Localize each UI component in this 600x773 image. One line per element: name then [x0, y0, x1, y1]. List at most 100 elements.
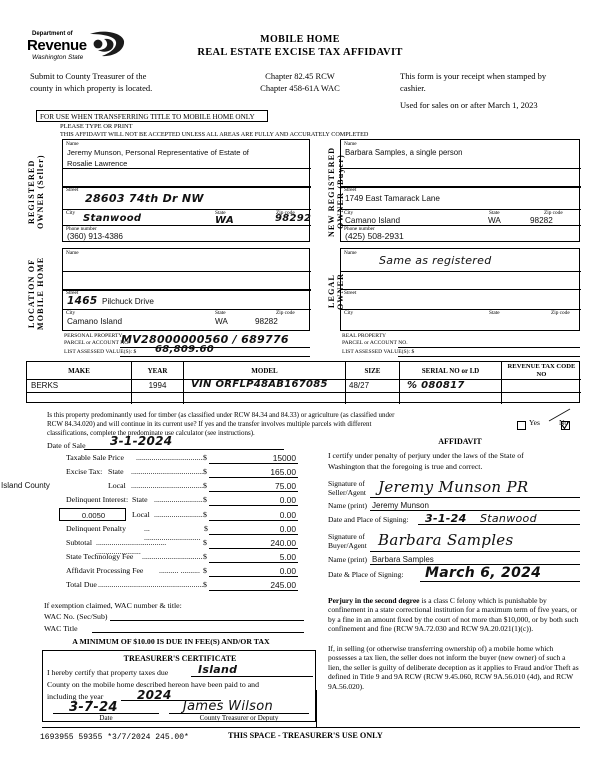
timber-no-checkbox[interactable] — [561, 421, 570, 430]
new-registered-owner-street-label: Street — [344, 187, 357, 193]
legal-owner-name-label: Name — [344, 250, 357, 256]
location-divider-1 — [63, 271, 311, 272]
seller-signature-label-line2: Seller/Agent — [328, 488, 366, 497]
vehicle-col-header-model: MODEL — [251, 367, 278, 375]
seller-date-value: 3-1-24 — [425, 512, 467, 525]
personal-parcel-label: PARCEL or ACCOUNT NO. — [64, 340, 130, 346]
not-accepted-text: THIS AFFIDAVIT WILL NOT BE ACCEPTED UNLE… — [60, 131, 369, 138]
new-registered-owner-divider-2 — [341, 186, 581, 188]
date-of-sale-label: Date of Sale — [47, 441, 86, 450]
location-side-label: LOCATION OF MOBILE HOME — [27, 256, 45, 330]
legal-owner-divider-1 — [341, 271, 581, 272]
tax-row-dollar-6: $ — [204, 524, 208, 533]
new-registered-owner-state-label: State — [489, 210, 500, 216]
treasurers-cert-county-value: Island — [198, 663, 238, 676]
tax-row-dots-4: .............................. — [154, 495, 203, 504]
tax-row-line-1 — [209, 463, 298, 464]
pen-stroke-mark — [548, 408, 571, 422]
tax-row-label-taxable-sale-price: Taxable Sale Price — [66, 453, 124, 462]
seller-print-line — [370, 510, 580, 511]
vehicle-col-header-serial: SERIAL NO or I.D — [421, 367, 480, 375]
registered-owner-side-label: REGISTERED OWNER (Seller) — [27, 154, 45, 230]
tax-row-line-9 — [209, 576, 298, 577]
seller-date-label: Date and Place of Signing: — [328, 515, 409, 524]
tax-row-value-excise-state: 165.00 — [270, 467, 296, 477]
buyer-signature-value: Barbara Samples — [378, 531, 514, 549]
location-street-hand-value: 1465 — [67, 295, 98, 307]
location-street-label: Street — [66, 290, 79, 296]
tax-row-dollar-1: $ — [203, 453, 207, 462]
real-assessed-line — [398, 356, 580, 357]
new-registered-owner-street-value: 1749 East Tamarack Lane — [345, 194, 440, 203]
buyer-date-value: March 6, 2024 — [425, 565, 542, 581]
new-registered-owner-state-value: WA — [488, 216, 501, 225]
tax-row-dollar-10: $ — [203, 580, 207, 589]
vehicle-table-row-divider — [27, 392, 581, 393]
submit-instruction-line1: Submit to County Treasurer of the — [30, 71, 147, 81]
used-for-sales-note: Used for sales on or after March 1, 2023 — [400, 100, 538, 110]
tax-row-dollar-4: $ — [203, 495, 207, 504]
tax-row-label-excise-tax: Excise Tax: — [66, 467, 103, 476]
tax-row-value-affidavit-processing-fee: 0.00 — [279, 566, 296, 576]
exemption-heading: If exemption claimed, WAC number & title… — [44, 601, 182, 610]
vehicle-col-header-size: SIZE — [364, 367, 381, 375]
real-property-label: REAL PROPERTY — [342, 333, 387, 339]
registered-owner-state-label: State — [215, 210, 226, 216]
tax-row-value-state-technology-fee: 5.00 — [279, 552, 296, 562]
registered-owner-street-value: 28603 74th Dr NW — [85, 192, 204, 205]
registered-owner-box: Name Jeremy Munson, Personal Representat… — [62, 139, 311, 242]
seller-print-value: Jeremy Munson — [372, 501, 429, 510]
use-banner-box: FOR USE WHEN TRANSFERRING TITLE TO MOBIL… — [36, 110, 268, 122]
treasurers-cert-year-line — [121, 700, 221, 701]
treasurers-cert-line1: I hereby certify that property taxes due — [47, 668, 169, 677]
location-zip-label: Zip code — [276, 310, 295, 316]
date-of-sale-line — [84, 449, 284, 450]
tax-row-label-total-due: Total Due — [66, 580, 97, 589]
perjury-paragraph-2: If, in selling (or otherwise transferrin… — [328, 644, 579, 691]
registered-owner-divider-2 — [63, 186, 311, 188]
receipt-note-line2: cashier. — [400, 83, 426, 93]
location-divider-3 — [63, 309, 311, 310]
vehicle-row-serial: % 080817 — [407, 380, 465, 391]
treasurers-cert-signature-line — [169, 713, 309, 714]
tax-row-county-name: Island County — [1, 481, 50, 490]
chapter-rcw: Chapter 82.45 RCW — [265, 71, 335, 81]
tax-row-label-delinquent-interest: Delinquent Interest: — [66, 495, 129, 504]
tax-row-dots-8: ...................................... — [142, 552, 203, 561]
affidavit-certify-line1: I certify under penalty of perjury under… — [328, 451, 524, 460]
real-assessed-label: LIST ASSESSED VALUE(S): $ — [342, 349, 415, 355]
tax-row-value-excise-local: 75.00 — [275, 481, 296, 491]
buyer-print-label: Name (print) — [328, 555, 367, 564]
location-zip-value: 98282 — [255, 317, 278, 326]
seller-signature-value: Jeremy Munson PR — [378, 478, 529, 496]
location-of-mobile-home-box: Name Street 1465 Pilchuck Drive City Sta… — [62, 248, 311, 331]
treasurers-cert-year-value: 2024 — [137, 688, 172, 702]
perjury-bold-lead: Perjury in the second degree — [328, 596, 420, 605]
tax-row-value-taxable-sale-price: 15000 — [272, 453, 296, 463]
dor-swoosh-icon — [90, 31, 125, 57]
vehicle-row-model: VIN ORFLP48AB167085 — [191, 379, 328, 390]
legal-owner-box: Name Same as registered Street City Stat… — [340, 248, 581, 331]
registered-owner-divider-1 — [63, 168, 311, 169]
affidavit-certify-line2: Washington that the foregoing is true an… — [328, 462, 483, 471]
tax-row-dollar-5: $ — [203, 510, 207, 519]
registered-owner-name-label: Name — [66, 141, 79, 147]
wac-no-label: WAC No. (Sec/Sub) — [44, 612, 108, 621]
personal-assessed-label: LIST ASSESSED VALUE(S): $ — [64, 349, 137, 355]
vehicle-table-vline-4 — [399, 362, 400, 404]
new-registered-owner-side-label: NEW REGISTERED OWNER (Buyer) — [327, 146, 345, 238]
vehicle-table: MAKE YEAR MODEL SIZE SERIAL NO or I.D RE… — [26, 361, 581, 404]
treasurer-space-label: THIS SPACE - TREASURER'S USE ONLY — [228, 731, 383, 740]
registered-owner-phone-label: Phone number — [66, 226, 97, 232]
tax-row-dots-3: ........................................… — [131, 481, 203, 490]
location-state-label: State — [215, 310, 226, 316]
dor-logo: Department of Revenue Washington State — [22, 30, 126, 66]
interest-rate-value: 0.0050 — [81, 511, 106, 520]
buyer-date-line — [420, 581, 580, 582]
vehicle-col-header-make: MAKE — [68, 367, 90, 375]
timber-yes-checkbox[interactable] — [517, 421, 526, 430]
perjury-rest-text: is a class C felony which is punishable … — [328, 596, 579, 634]
seller-signature-line — [370, 497, 580, 498]
tax-row-label-subtotal: Subtotal — [66, 538, 92, 547]
seller-signature-label-line1: Signature of — [328, 479, 365, 488]
